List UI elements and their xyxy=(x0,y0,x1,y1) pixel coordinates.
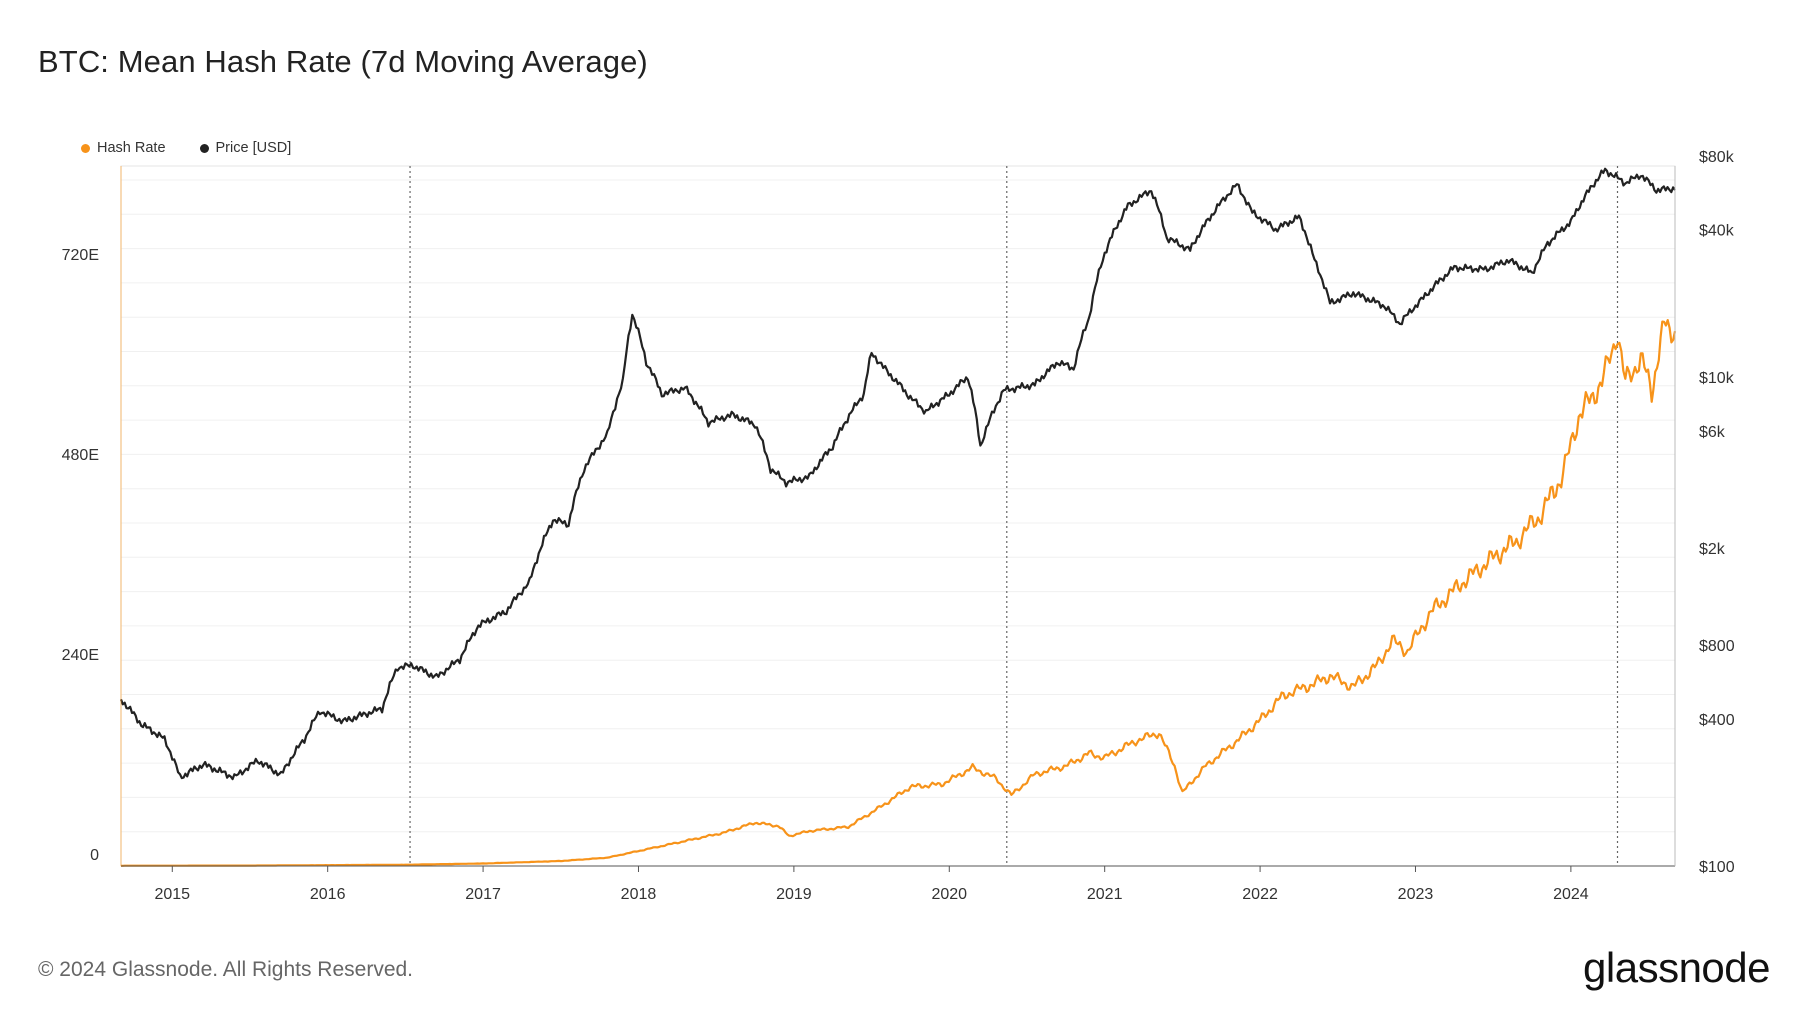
x-tick-label: 2023 xyxy=(1398,886,1434,903)
x-tick-label: 2015 xyxy=(154,886,190,903)
right-tick-label: $40k xyxy=(1699,223,1735,240)
left-tick-label: 480E xyxy=(62,447,99,464)
left-tick-label: 240E xyxy=(62,647,99,664)
x-tick-label: 2017 xyxy=(465,886,501,903)
x-tick-label: 2016 xyxy=(310,886,346,903)
right-tick-label: $800 xyxy=(1699,638,1735,655)
x-tick-label: 2022 xyxy=(1242,886,1278,903)
right-tick-label: $2k xyxy=(1699,541,1726,558)
glassnode-logo: glassnode xyxy=(1583,944,1770,991)
right-tick-label: $400 xyxy=(1699,712,1735,729)
left-tick-label: 0 xyxy=(90,847,99,864)
x-tick-label: 2019 xyxy=(776,886,812,903)
legend-item-price[interactable]: Price [USD] xyxy=(199,140,292,156)
chart-legend: Hash Rate Price [USD] xyxy=(81,140,291,156)
legend-label-hash-rate: Hash Rate xyxy=(97,140,166,156)
right-tick-label: $6k xyxy=(1699,424,1726,441)
legend-label-price: Price [USD] xyxy=(215,140,292,156)
right-tick-label: $10k xyxy=(1699,370,1735,387)
x-tick-label: 2021 xyxy=(1087,886,1123,903)
copyright-footer: © 2024 Glassnode. All Rights Reserved. xyxy=(38,958,414,981)
x-tick-label: 2024 xyxy=(1553,886,1589,903)
price-series-line xyxy=(119,167,1676,781)
left-tick-label: 720E xyxy=(62,247,99,264)
chart-title: BTC: Mean Hash Rate (7d Moving Average) xyxy=(38,44,648,79)
plot-frame xyxy=(120,165,1676,867)
chart-plot[interactable]: 0 240E 480E 720E $100 $400 $800 $2k $6k $10k $40k $… xyxy=(0,0,1800,930)
hash-rate-series-line xyxy=(121,319,1677,867)
price-dot-icon xyxy=(199,143,209,153)
x-tick-label: 2018 xyxy=(621,886,657,903)
legend-item-hash-rate[interactable]: Hash Rate xyxy=(81,140,166,156)
x-tick-label: 2020 xyxy=(931,886,967,903)
right-tick-label: $80k xyxy=(1699,149,1735,166)
hash-rate-dot-icon xyxy=(81,143,90,153)
right-tick-label: $100 xyxy=(1699,859,1735,876)
